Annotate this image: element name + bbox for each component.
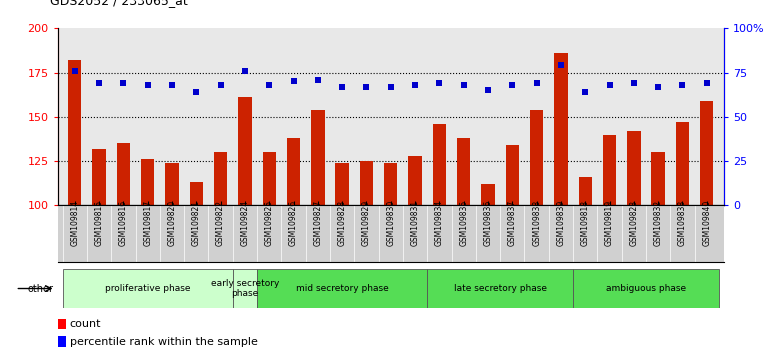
Text: early secretory
phase: early secretory phase [211,279,279,298]
Point [652,84,665,90]
Bar [603,135,616,205]
Point [312,77,324,82]
Bar [700,101,714,205]
Point [676,82,688,88]
Text: other: other [28,284,54,293]
Bar [530,110,544,205]
Text: count: count [70,319,101,329]
Bar [651,152,665,205]
Bar [384,163,397,205]
Point [628,80,640,86]
FancyBboxPatch shape [573,269,719,308]
Bar [166,163,179,205]
Bar [58,319,65,329]
Point [336,84,348,90]
Point [117,80,129,86]
Bar [58,336,65,347]
FancyBboxPatch shape [62,269,233,308]
Point [360,84,373,90]
Point [69,68,81,74]
Point [506,82,518,88]
FancyBboxPatch shape [233,269,257,308]
Text: proliferative phase: proliferative phase [105,284,190,293]
Bar [92,149,105,205]
Bar [141,159,154,205]
Bar [360,161,373,205]
Point [166,82,178,88]
Bar [189,182,203,205]
Text: late secretory phase: late secretory phase [454,284,547,293]
Bar [554,53,567,205]
Bar [311,110,324,205]
Bar [457,138,470,205]
Point [287,79,300,84]
Point [409,82,421,88]
Point [482,87,494,93]
Bar [578,177,592,205]
Bar [628,131,641,205]
Bar [238,97,252,205]
Point [554,63,567,68]
Point [579,89,591,95]
Point [142,82,154,88]
Bar [214,152,227,205]
Bar [68,60,82,205]
Bar [287,138,300,205]
Point [434,80,446,86]
Point [93,80,105,86]
FancyBboxPatch shape [427,269,573,308]
Point [457,82,470,88]
Bar [408,156,422,205]
Point [531,80,543,86]
Bar [117,143,130,205]
Text: GDS2052 / 233065_at: GDS2052 / 233065_at [50,0,188,7]
Bar [676,122,689,205]
Point [604,82,616,88]
Bar [336,163,349,205]
Point [263,82,276,88]
Text: percentile rank within the sample: percentile rank within the sample [70,337,258,347]
Point [239,68,251,74]
Bar [506,145,519,205]
Point [701,80,713,86]
FancyBboxPatch shape [257,269,427,308]
Point [385,84,397,90]
Text: mid secretory phase: mid secretory phase [296,284,389,293]
Bar [433,124,446,205]
Bar [481,184,494,205]
Text: ambiguous phase: ambiguous phase [606,284,686,293]
Point [190,89,203,95]
Bar [263,152,276,205]
Point [215,82,227,88]
